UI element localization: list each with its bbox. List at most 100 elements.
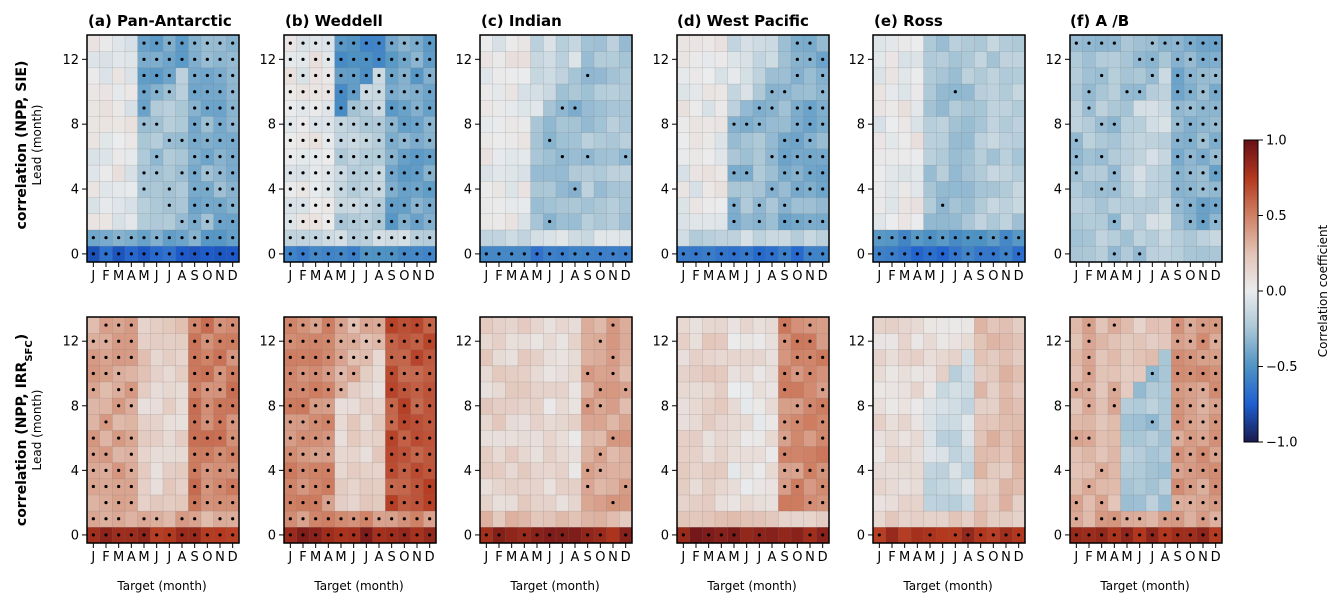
heatmap-cell: [1107, 349, 1122, 367]
heatmap-cell: [961, 349, 975, 367]
heatmap-cell: [689, 99, 703, 117]
heatmap-cell: [1145, 115, 1160, 133]
heatmap-cell: [727, 132, 741, 150]
heatmap-cell: [1120, 115, 1134, 133]
heatmap-cell: [359, 429, 374, 447]
heatmap-cell: [505, 365, 519, 383]
significance-dot: [352, 203, 356, 207]
heatmap-cell: [740, 213, 754, 231]
heatmap-cell: [86, 132, 101, 150]
heatmap-cell: [898, 180, 912, 198]
significance-dot: [180, 533, 184, 537]
heatmap-cell: [505, 213, 519, 231]
heatmap-cell: [816, 316, 830, 334]
significance-dot: [288, 404, 292, 408]
x-tick-label: J: [744, 269, 749, 284]
heatmap-cell: [334, 494, 348, 512]
significance-dot: [795, 355, 799, 359]
significance-dot: [1074, 533, 1078, 537]
heatmap-cell: [936, 478, 950, 496]
significance-dot: [314, 339, 318, 343]
significance-dot: [326, 484, 330, 489]
heatmap-cell: [347, 494, 361, 512]
heatmap-cell: [714, 67, 729, 85]
heatmap-cell: [727, 397, 741, 415]
heatmap-cell: [1012, 148, 1026, 166]
heatmap-cell: [175, 196, 189, 215]
significance-dot: [326, 468, 330, 472]
heatmap-cell: [517, 34, 532, 52]
significance-dot: [193, 57, 197, 61]
significance-dot: [339, 388, 343, 392]
significance-dot: [288, 41, 292, 45]
heatmap-cell: [727, 429, 741, 447]
heatmap-cell: [923, 429, 937, 447]
heatmap-cell: [1158, 115, 1172, 133]
y-tick-label: 12: [1045, 53, 1062, 68]
significance-dot: [1112, 41, 1116, 45]
significance-dot: [301, 371, 305, 376]
heatmap-cell: [1158, 365, 1172, 383]
significance-dot: [288, 468, 292, 472]
significance-dot: [91, 517, 95, 521]
heatmap-cell: [740, 478, 754, 496]
significance-dot: [757, 219, 761, 224]
x-tick-label: J: [1137, 550, 1142, 565]
heatmap-cell: [936, 526, 950, 544]
heatmap-cell: [898, 115, 912, 133]
significance-dot: [314, 533, 318, 537]
significance-dot: [808, 106, 812, 110]
heatmap-cell: [99, 50, 113, 69]
significance-dot: [415, 122, 419, 126]
significance-dot: [1176, 138, 1180, 142]
significance-dot: [402, 355, 406, 359]
heatmap-cell: [606, 381, 620, 399]
significance-dot: [91, 452, 95, 456]
heatmap-cell: [689, 164, 703, 182]
significance-dot: [193, 517, 197, 521]
significance-dot: [1112, 252, 1116, 256]
heatmap-cell: [619, 397, 633, 415]
heatmap-cell: [765, 526, 779, 544]
heatmap-cell: [714, 478, 729, 496]
heatmap-cell: [543, 229, 557, 247]
heatmap-cell: [1012, 83, 1026, 101]
significance-dot: [390, 371, 394, 376]
heatmap-cell: [1012, 34, 1026, 52]
significance-dot: [314, 404, 318, 408]
heatmap-cell: [1107, 196, 1122, 215]
x-tick-label: J: [952, 550, 957, 565]
x-tick-label: N: [608, 550, 618, 565]
heatmap-cell: [816, 34, 830, 52]
heatmap-cell: [999, 478, 1013, 496]
heatmap-cell: [1069, 413, 1084, 431]
y-tick-label: 0: [268, 247, 276, 262]
heatmap-cell: [505, 67, 519, 85]
heatmap-cell: [974, 365, 988, 383]
heatmap-cell: [1012, 180, 1026, 198]
significance-dot: [314, 371, 318, 376]
heatmap-cell: [816, 365, 830, 383]
significance-dot: [1074, 388, 1078, 392]
significance-dot: [707, 533, 711, 537]
heatmap-cell: [162, 365, 177, 383]
significance-dot: [1176, 73, 1180, 78]
significance-dot: [390, 57, 394, 61]
heatmap-cell: [150, 99, 164, 117]
heatmap-cell: [765, 445, 779, 463]
heatmap-cell: [803, 478, 817, 496]
x-tick-label: S: [1174, 269, 1182, 284]
heatmap-cell: [372, 429, 386, 447]
heatmap-cell: [885, 50, 899, 69]
x-tick-label: A: [571, 269, 580, 284]
significance-dot: [1201, 501, 1205, 505]
heatmap-cell: [1120, 316, 1134, 334]
heatmap-cell: [1133, 99, 1147, 117]
heatmap-cell: [175, 148, 189, 166]
significance-dot: [808, 138, 812, 142]
significance-dot: [1214, 533, 1218, 537]
heatmap-cell: [517, 349, 532, 367]
heatmap-cell: [619, 67, 633, 85]
heatmap-cell: [676, 50, 691, 69]
heatmap-cell: [517, 381, 532, 399]
